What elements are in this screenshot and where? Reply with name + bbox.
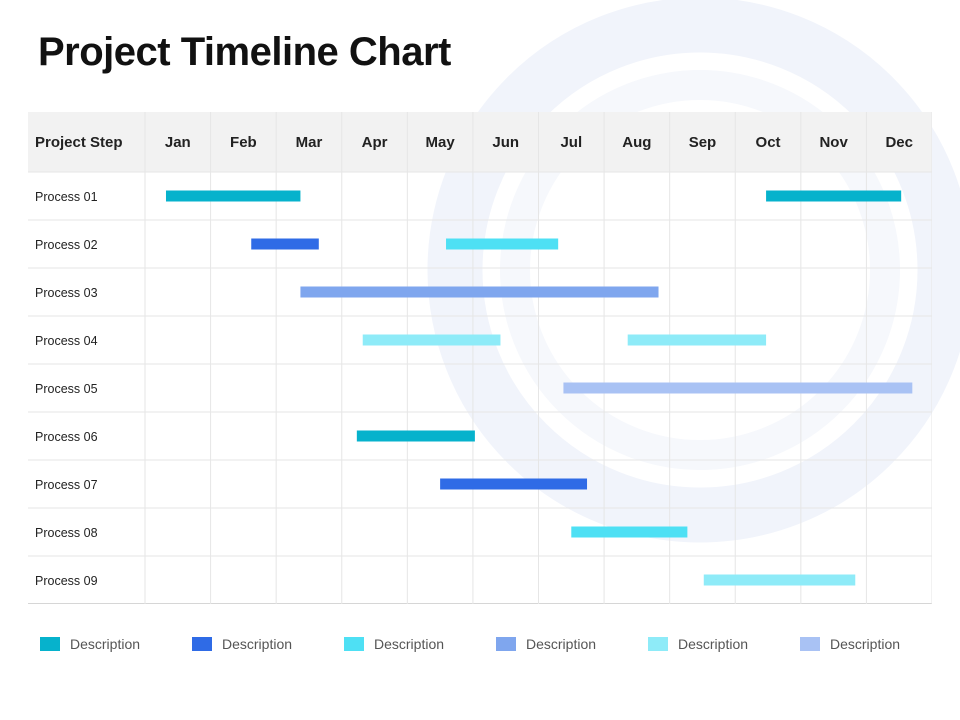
month-header-aug: Aug [622,134,651,151]
legend-label: Description [830,636,901,652]
task-label: Process 07 [35,478,98,492]
chart-legend: Description Description Description Descrip… [40,633,940,657]
task-label: Process 03 [35,286,98,300]
legend-swatch [192,637,212,651]
month-header-jun: Jun [492,134,519,151]
legend-label: Description [70,636,141,652]
task-label: Process 01 [35,190,98,204]
legend-swatch [496,637,516,651]
gantt-chart: Project Step Jan Feb Mar Apr May Jun Jul Aug Sep O… [28,112,932,604]
legend-swatch [648,637,668,651]
header-row-background [28,112,932,172]
legend-label: Description [222,636,293,652]
legend-swatch [344,637,364,651]
gantt-bar [251,238,319,250]
gantt-bar [362,334,501,346]
legend-label: Description [374,636,445,652]
legend-label: Description [526,636,597,652]
legend-item: Description [40,633,140,655]
legend-label: Description [678,636,749,652]
gantt-bar [356,430,475,442]
gantt-bar [563,382,913,394]
page-title: Project Timeline Chart [38,30,451,74]
month-header-jan: Jan [165,134,191,151]
month-header-may: May [426,134,456,151]
month-header-nov: Nov [819,134,848,151]
task-label: Process 02 [35,238,98,252]
gantt-bar [300,286,659,298]
gantt-bar [766,190,902,202]
legend-item: Description [344,633,444,655]
legend-item: Description [192,633,292,655]
row-header-label: Project Step [35,134,123,151]
month-header-dec: Dec [885,134,913,151]
month-header-apr: Apr [362,134,388,151]
month-header-jul: Jul [560,134,582,151]
legend-item: Description [648,633,748,655]
task-label: Process 08 [35,526,98,540]
month-header-sep: Sep [689,134,717,151]
gantt-bar [165,190,301,202]
task-label: Process 09 [35,574,98,588]
gantt-bar [571,526,688,538]
month-header-mar: Mar [296,134,323,151]
gantt-bar [703,574,856,586]
task-label: Process 04 [35,334,98,348]
legend-swatch [800,637,820,651]
month-header-oct: Oct [756,134,781,151]
gantt-bar [446,238,559,250]
task-label: Process 05 [35,382,98,396]
task-label: Process 06 [35,430,98,444]
legend-item: Description [496,633,596,655]
gantt-bar [627,334,767,346]
gantt-bar [440,478,588,490]
legend-swatch [40,637,60,651]
month-header-feb: Feb [230,134,257,151]
legend-item: Description [800,633,900,655]
